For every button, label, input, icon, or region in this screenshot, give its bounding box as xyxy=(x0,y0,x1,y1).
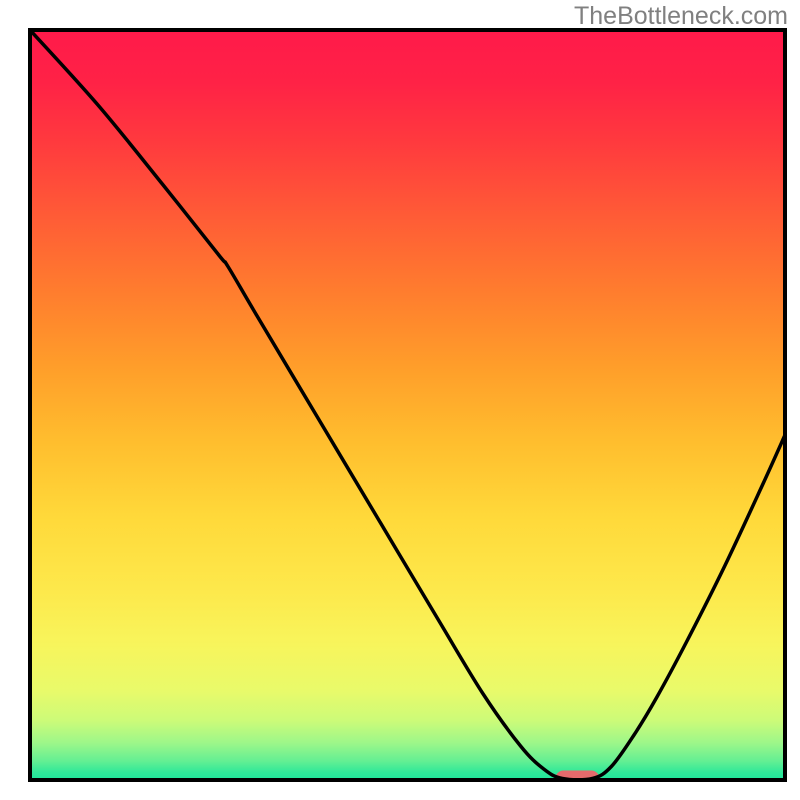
chart-canvas xyxy=(0,0,800,800)
bottleneck-chart: TheBottleneck.com xyxy=(0,0,800,800)
